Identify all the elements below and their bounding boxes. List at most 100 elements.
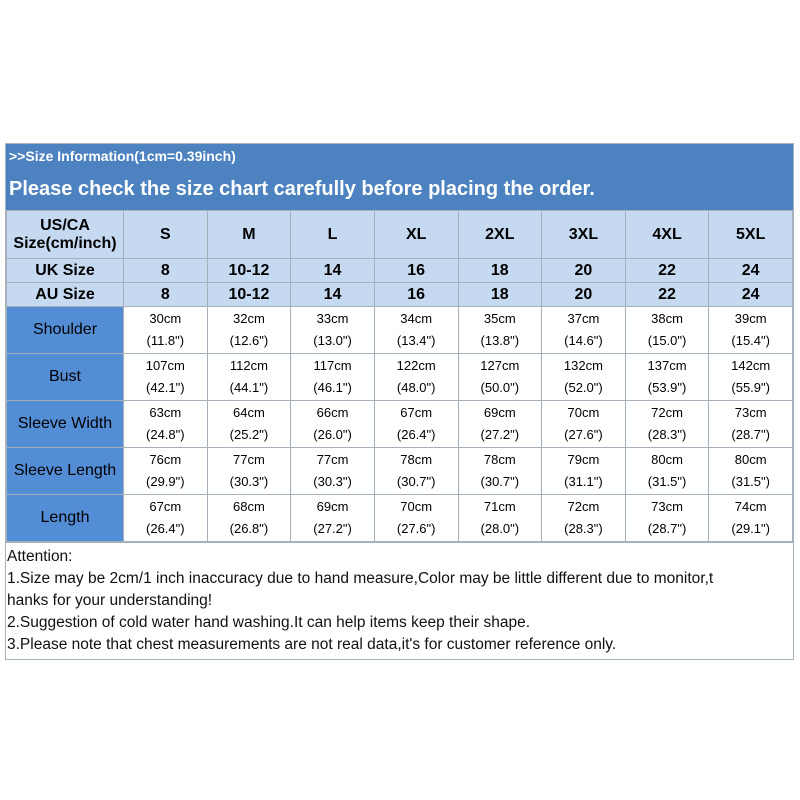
- measurement-cell: 122cm (48.0"): [373, 353, 459, 401]
- uk-size-cell: 20: [541, 258, 626, 283]
- inch-value: (50.0"): [480, 380, 520, 395]
- inch-value: (26.4"): [396, 427, 436, 442]
- inch-value: (55.9"): [731, 380, 770, 395]
- measurement-cell: 80cm (31.5"): [624, 447, 710, 495]
- cm-value: 80cm: [734, 452, 767, 467]
- cm-value: 127cm: [480, 358, 520, 373]
- size-header-cell: L: [290, 210, 375, 259]
- inch-value: (28.7"): [731, 427, 770, 442]
- measurement-row: Sleeve Length 76cm (29.9") 77cm (30.3") 77cm (…: [6, 447, 793, 495]
- measurement-cell: 64cm (25.2"): [206, 400, 292, 448]
- measurement-cell: 74cm (29.1"): [708, 494, 793, 542]
- inch-value: (26.4"): [146, 521, 185, 536]
- cm-value: 112cm: [229, 358, 268, 373]
- measurement-label: Shoulder: [6, 306, 124, 354]
- inch-value: (27.2"): [480, 427, 520, 442]
- au-size-cell: 22: [624, 282, 710, 307]
- measurement-cell: 69cm (27.2"): [457, 400, 543, 448]
- cm-value: 122cm: [396, 358, 436, 373]
- inch-value: (29.1"): [731, 521, 770, 536]
- inch-value: (25.2"): [229, 427, 269, 442]
- measurement-cell: 73cm (28.7"): [708, 400, 793, 448]
- size-header-cell: S: [123, 210, 208, 259]
- measurement-cell: 70cm (27.6"): [541, 400, 626, 448]
- cm-value: 67cm: [400, 405, 433, 420]
- uk-size-cell: 8: [123, 258, 208, 283]
- cm-value: 73cm: [651, 499, 683, 514]
- cm-value: 64cm: [233, 405, 265, 420]
- inch-value: (30.3"): [229, 474, 269, 489]
- uk-size-cell: 14: [290, 258, 375, 283]
- inch-value: (48.0"): [396, 380, 436, 395]
- measurement-cell: 137cm (53.9"): [624, 353, 710, 401]
- us-size-row: US/CA Size(cm/inch) S M L XL 2XL 3XL 4XL…: [6, 210, 793, 259]
- uk-size-label: UK Size: [6, 258, 124, 283]
- measurement-cell: 63cm (24.8"): [123, 400, 208, 448]
- uk-size-cell: 24: [708, 258, 793, 283]
- inch-value: (13.0"): [313, 333, 352, 348]
- cm-value: 30cm: [149, 311, 182, 326]
- measurement-cell: 80cm (31.5"): [708, 447, 793, 495]
- measurement-cell: 73cm (28.7"): [624, 494, 710, 542]
- inch-value: (14.6"): [564, 333, 603, 348]
- inch-value: (26.0"): [313, 427, 352, 442]
- banner-subtitle: >>Size Information(1cm=0.39inch): [9, 148, 236, 164]
- inch-value: (29.9"): [146, 474, 185, 489]
- measurement-cell: 76cm (29.9"): [123, 447, 208, 495]
- inch-value: (11.8"): [146, 333, 185, 348]
- measurement-cell: 69cm (27.2"): [290, 494, 375, 542]
- measurement-row: Bust 107cm (42.1") 112cm (44.1") 117cm (46.1")…: [6, 353, 793, 401]
- uk-size-cell: 18: [457, 258, 543, 283]
- cm-value: 37cm: [567, 311, 600, 326]
- us-label-line1: US/CA: [40, 216, 90, 234]
- size-header-cell: XL: [373, 210, 459, 259]
- measurement-cell: 32cm (12.6"): [206, 306, 292, 354]
- measurement-cell: 67cm (26.4"): [373, 400, 459, 448]
- au-size-cell: 18: [457, 282, 543, 307]
- size-header-cell: 2XL: [457, 210, 543, 259]
- cm-value: 142cm: [731, 358, 771, 373]
- size-header-cell: 3XL: [541, 210, 626, 259]
- cm-value: 74cm: [734, 499, 767, 514]
- cm-value: 76cm: [149, 452, 182, 467]
- au-size-cell: 16: [373, 282, 459, 307]
- inch-value: (31.5"): [731, 474, 770, 489]
- cm-value: 67cm: [149, 499, 182, 514]
- us-size-label: US/CA Size(cm/inch): [6, 210, 124, 259]
- inch-value: (27.6"): [396, 521, 436, 536]
- us-label-line2: Size(cm/inch): [13, 234, 117, 252]
- inch-value: (26.8"): [229, 521, 269, 536]
- attention-notes: Attention: 1.Size may be 2cm/1 inch inac…: [6, 542, 793, 659]
- uk-size-cell: 10-12: [206, 258, 292, 283]
- au-size-label: AU Size: [6, 282, 124, 307]
- measurement-cell: 33cm (13.0"): [290, 306, 375, 354]
- cm-value: 78cm: [483, 452, 516, 467]
- inch-value: (30.7"): [480, 474, 520, 489]
- au-size-cell: 20: [541, 282, 626, 307]
- inch-value: (24.8"): [146, 427, 185, 442]
- inch-value: (13.8"): [480, 333, 520, 348]
- measurement-cell: 79cm (31.1"): [541, 447, 626, 495]
- au-size-row: AU Size 8 10-12 14 16 18 20 22 24: [6, 282, 793, 307]
- measurement-cell: 78cm (30.7"): [373, 447, 459, 495]
- measurement-cell: 72cm (28.3"): [624, 400, 710, 448]
- measurement-cell: 127cm (50.0"): [457, 353, 543, 401]
- measurement-row: Length 67cm (26.4") 68cm (26.8") 69cm (27.2") 7…: [6, 494, 793, 542]
- cm-value: 63cm: [149, 405, 182, 420]
- inch-value: (28.0"): [480, 521, 520, 536]
- inch-value: (44.1"): [229, 380, 269, 395]
- inch-value: (30.7"): [396, 474, 436, 489]
- cm-value: 107cm: [145, 358, 185, 373]
- cm-value: 80cm: [651, 452, 683, 467]
- au-size-cell: 14: [290, 282, 375, 307]
- uk-size-cell: 16: [373, 258, 459, 283]
- notes-line: hanks for your understanding!: [7, 592, 213, 609]
- measurement-cell: 70cm (27.6"): [373, 494, 459, 542]
- cm-value: 78cm: [400, 452, 433, 467]
- measurement-cell: 142cm (55.9"): [708, 353, 793, 401]
- measurement-cell: 132cm (52.0"): [541, 353, 626, 401]
- cm-value: 132cm: [563, 358, 603, 373]
- inch-value: (28.7"): [647, 521, 687, 536]
- notes-line: 2.Suggestion of cold water hand washing.…: [7, 614, 531, 631]
- measurement-cell: 117cm (46.1"): [290, 353, 375, 401]
